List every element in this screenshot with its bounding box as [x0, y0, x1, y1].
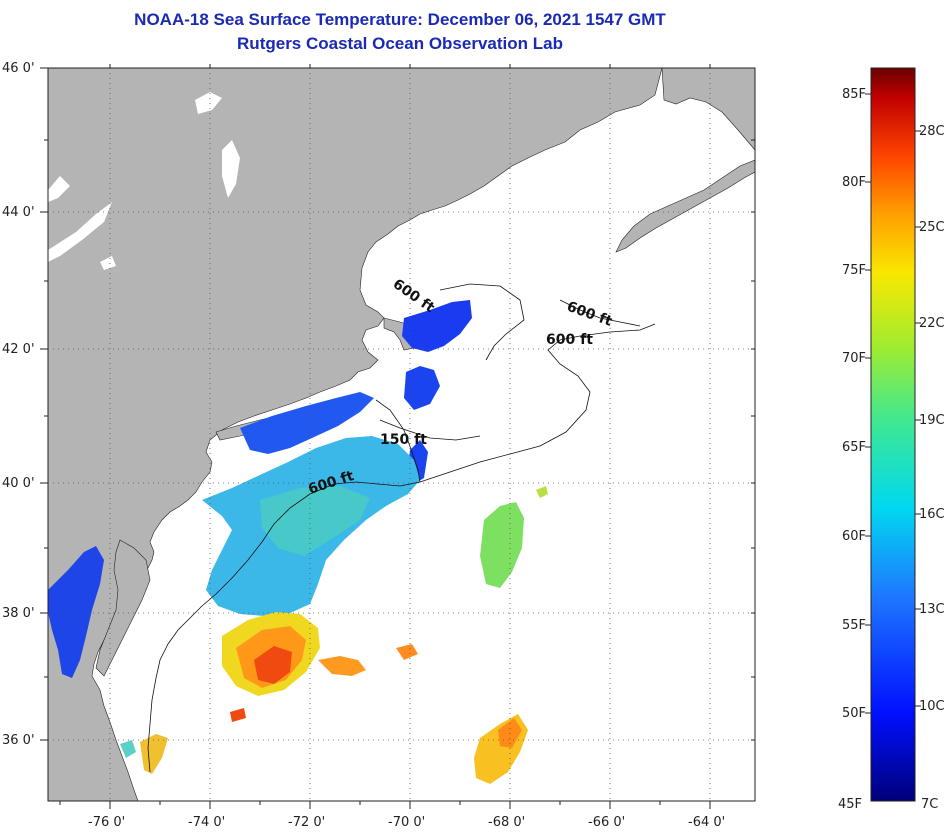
lon-label-66: -66 0' [588, 815, 625, 830]
depth-label-600-georges: 600 ft [546, 332, 593, 348]
lon-label-68: -68 0' [488, 815, 525, 830]
legend-f-55: 55F [842, 618, 866, 633]
temperature-colorbar [870, 67, 916, 802]
legend-c-25: 25C [919, 220, 944, 235]
legend-f-45: 45F [838, 797, 862, 812]
legend-c-16: 16C [919, 507, 944, 522]
lon-label-74: -74 0' [188, 815, 225, 830]
delmarva [95, 539, 151, 677]
legend-f-50: 50F [842, 706, 866, 721]
legend-f-85: 85F [842, 87, 866, 102]
grid [48, 68, 755, 801]
nova-scotia [615, 159, 755, 253]
legend-c-7: 7C [921, 797, 938, 812]
lon-label-64: -64 0' [688, 815, 725, 830]
legend-f-70: 70F [842, 351, 866, 366]
legend-c-13: 13C [919, 602, 944, 617]
legend-c-10: 10C [919, 699, 944, 714]
lat-label-40: 40 0' [2, 476, 35, 491]
map-title: NOAA-18 Sea Surface Temperature: Decembe… [134, 10, 666, 29]
legend-c-22: 22C [919, 316, 944, 331]
lat-label-36: 36 0' [2, 733, 35, 748]
legend-f-80: 80F [842, 175, 866, 190]
legend-c-19: 19C [919, 413, 944, 428]
legend-c-28: 28C [919, 124, 944, 139]
lat-label-38: 38 0' [2, 606, 35, 621]
lat-label-42: 42 0' [2, 342, 35, 357]
lon-label-76: -76 0' [88, 815, 125, 830]
lon-label-72: -72 0' [288, 815, 325, 830]
legend-f-60: 60F [842, 529, 866, 544]
lon-label-70: -70 0' [388, 815, 425, 830]
new-brunswick [661, 68, 755, 151]
map-subtitle: Rutgers Coastal Ocean Observation Lab [237, 34, 563, 53]
lat-label-44: 44 0' [2, 205, 35, 220]
lat-label-46: 46 0' [2, 61, 35, 76]
legend-f-75: 75F [842, 263, 866, 278]
legend-f-65: 65F [842, 440, 866, 455]
depth-label-150: 150 ft [380, 432, 427, 448]
